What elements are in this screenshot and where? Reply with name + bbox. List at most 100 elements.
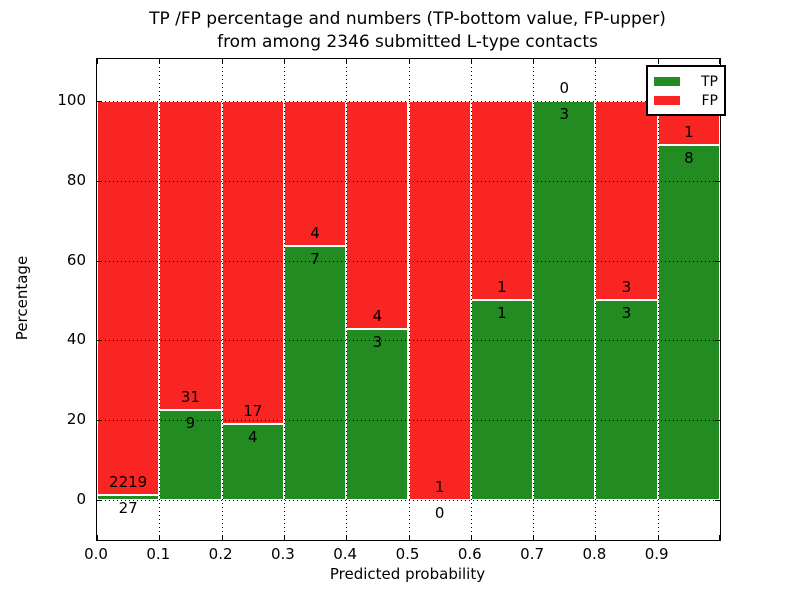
y-tick-label: 20 <box>66 410 86 429</box>
vertical-gridline <box>595 59 597 540</box>
fp-count-label: 1 <box>684 123 694 142</box>
vertical-gridline <box>408 59 410 540</box>
x-tickmark-bottom <box>657 535 659 540</box>
bar-segment-tp <box>221 424 284 501</box>
bar-segment-tp <box>595 300 658 501</box>
y-tick-label: 60 <box>66 250 86 269</box>
bar-segment-fp <box>159 100 222 411</box>
tp-count-label: 8 <box>684 149 694 168</box>
horizontal-gridline <box>97 100 720 102</box>
tp-count-label: 7 <box>310 250 320 269</box>
horizontal-gridline <box>97 340 720 342</box>
vertical-gridline <box>533 59 535 540</box>
bar-segment-fp <box>97 100 160 496</box>
tp-count-label: 3 <box>372 333 383 351</box>
tp-count-label: 0 <box>434 504 445 523</box>
legend-item-fp: FP <box>654 91 718 110</box>
y-tickmark-right <box>715 260 720 262</box>
x-tickmark-bottom <box>221 535 223 540</box>
x-tickmark-top <box>533 59 535 64</box>
y-tickmark-right <box>715 420 720 422</box>
y-tickmark-left <box>97 500 102 502</box>
y-tick-label: 100 <box>57 90 86 109</box>
x-axis-title: Predicted probability <box>329 565 486 583</box>
x-tick-label: 0.1 <box>146 545 171 563</box>
x-tickmark-bottom <box>719 535 720 540</box>
x-tick-label: 0.7 <box>520 545 545 563</box>
x-tick-label: 0.3 <box>270 545 295 563</box>
x-tickmark-top <box>408 59 410 64</box>
x-tickmark-top <box>346 59 348 64</box>
x-tickmark-bottom <box>408 535 410 540</box>
x-tick-label: 0.5 <box>395 545 420 563</box>
fp-count-label: 2219 <box>109 473 148 492</box>
horizontal-gridline <box>97 260 720 262</box>
bar-segment-tp <box>283 246 347 501</box>
y-tickmark-right <box>715 180 720 182</box>
bar-segment-tp <box>533 100 596 501</box>
fp-count-label: 1 <box>497 278 507 297</box>
legend-item-tp: TP <box>654 72 718 91</box>
bar-segment-tp <box>657 145 720 501</box>
legend-label-tp: TP <box>701 73 718 90</box>
bar-segment-fp <box>346 100 409 329</box>
tp-color-swatch <box>654 77 680 86</box>
chart-title-line1: TP /FP percentage and numbers (TP-bottom… <box>149 9 666 29</box>
y-tickmark-left <box>97 340 102 342</box>
y-tick-label: 80 <box>66 170 86 189</box>
y-axis-title: Percentage <box>13 255 31 341</box>
tp-count-label: 27 <box>118 499 138 518</box>
legend-label-fp: FP <box>701 92 719 109</box>
fp-count-label: 4 <box>310 224 320 243</box>
x-tickmark-bottom <box>346 535 348 540</box>
vertical-gridline <box>283 59 285 540</box>
vertical-gridline <box>470 59 472 540</box>
bar-segment-fp <box>283 100 347 247</box>
tp-count-label: 4 <box>247 428 258 447</box>
bar-segment-fp <box>221 100 284 425</box>
x-tick-label: 0.0 <box>84 545 108 563</box>
fp-count-label: 1 <box>434 478 445 497</box>
x-tickmark-top <box>719 59 720 64</box>
x-tickmark-top <box>657 59 659 64</box>
x-tick-label: 0.2 <box>208 545 233 563</box>
y-tickmark-right <box>715 500 720 502</box>
x-tickmark-bottom <box>595 535 597 540</box>
x-tickmark-bottom <box>97 535 98 540</box>
fp-count-label: 3 <box>621 278 632 297</box>
x-tickmark-bottom <box>470 535 472 540</box>
x-tickmark-top <box>159 59 161 64</box>
x-tick-label: 0.4 <box>333 545 358 563</box>
x-tickmark-top <box>221 59 223 64</box>
y-tickmark-left <box>97 100 102 102</box>
legend: TP FP <box>646 65 726 116</box>
fp-count-label: 31 <box>180 388 200 407</box>
x-tickmark-top <box>470 59 472 64</box>
tp-count-label: 9 <box>185 414 196 433</box>
x-tick-label: 0.6 <box>457 545 482 563</box>
y-tick-label: 40 <box>66 330 86 349</box>
vertical-gridline <box>346 59 348 540</box>
tp-count-label: 3 <box>559 104 570 123</box>
fp-count-label: 17 <box>243 402 263 421</box>
x-tickmark-bottom <box>283 535 285 540</box>
horizontal-gridline <box>97 180 720 182</box>
fp-count-label: 4 <box>372 307 383 325</box>
fp-color-swatch <box>654 96 680 105</box>
x-tickmark-top <box>595 59 597 64</box>
x-tickmark-top <box>283 59 285 64</box>
x-tickmark-top <box>97 59 98 64</box>
y-tickmark-right <box>715 340 720 342</box>
chart-title-line2: from among 2346 submitted L-type contact… <box>217 32 598 52</box>
bar-segment-tp <box>97 495 160 501</box>
y-tickmark-left <box>97 180 102 182</box>
x-tick-label: 0.8 <box>582 545 607 563</box>
bar-segment-tp <box>470 300 534 501</box>
tp-count-label: 3 <box>621 304 632 323</box>
x-tick-label: 0.9 <box>644 545 669 563</box>
plot-area: 2219 27 31 9 17 4 4 7 4 3 1 0 1 1 0 3 3 3 1 8 TP FP <box>96 58 726 541</box>
bar-segment-fp <box>595 100 658 301</box>
y-tickmark-left <box>97 260 102 262</box>
vertical-gridline <box>657 59 659 540</box>
